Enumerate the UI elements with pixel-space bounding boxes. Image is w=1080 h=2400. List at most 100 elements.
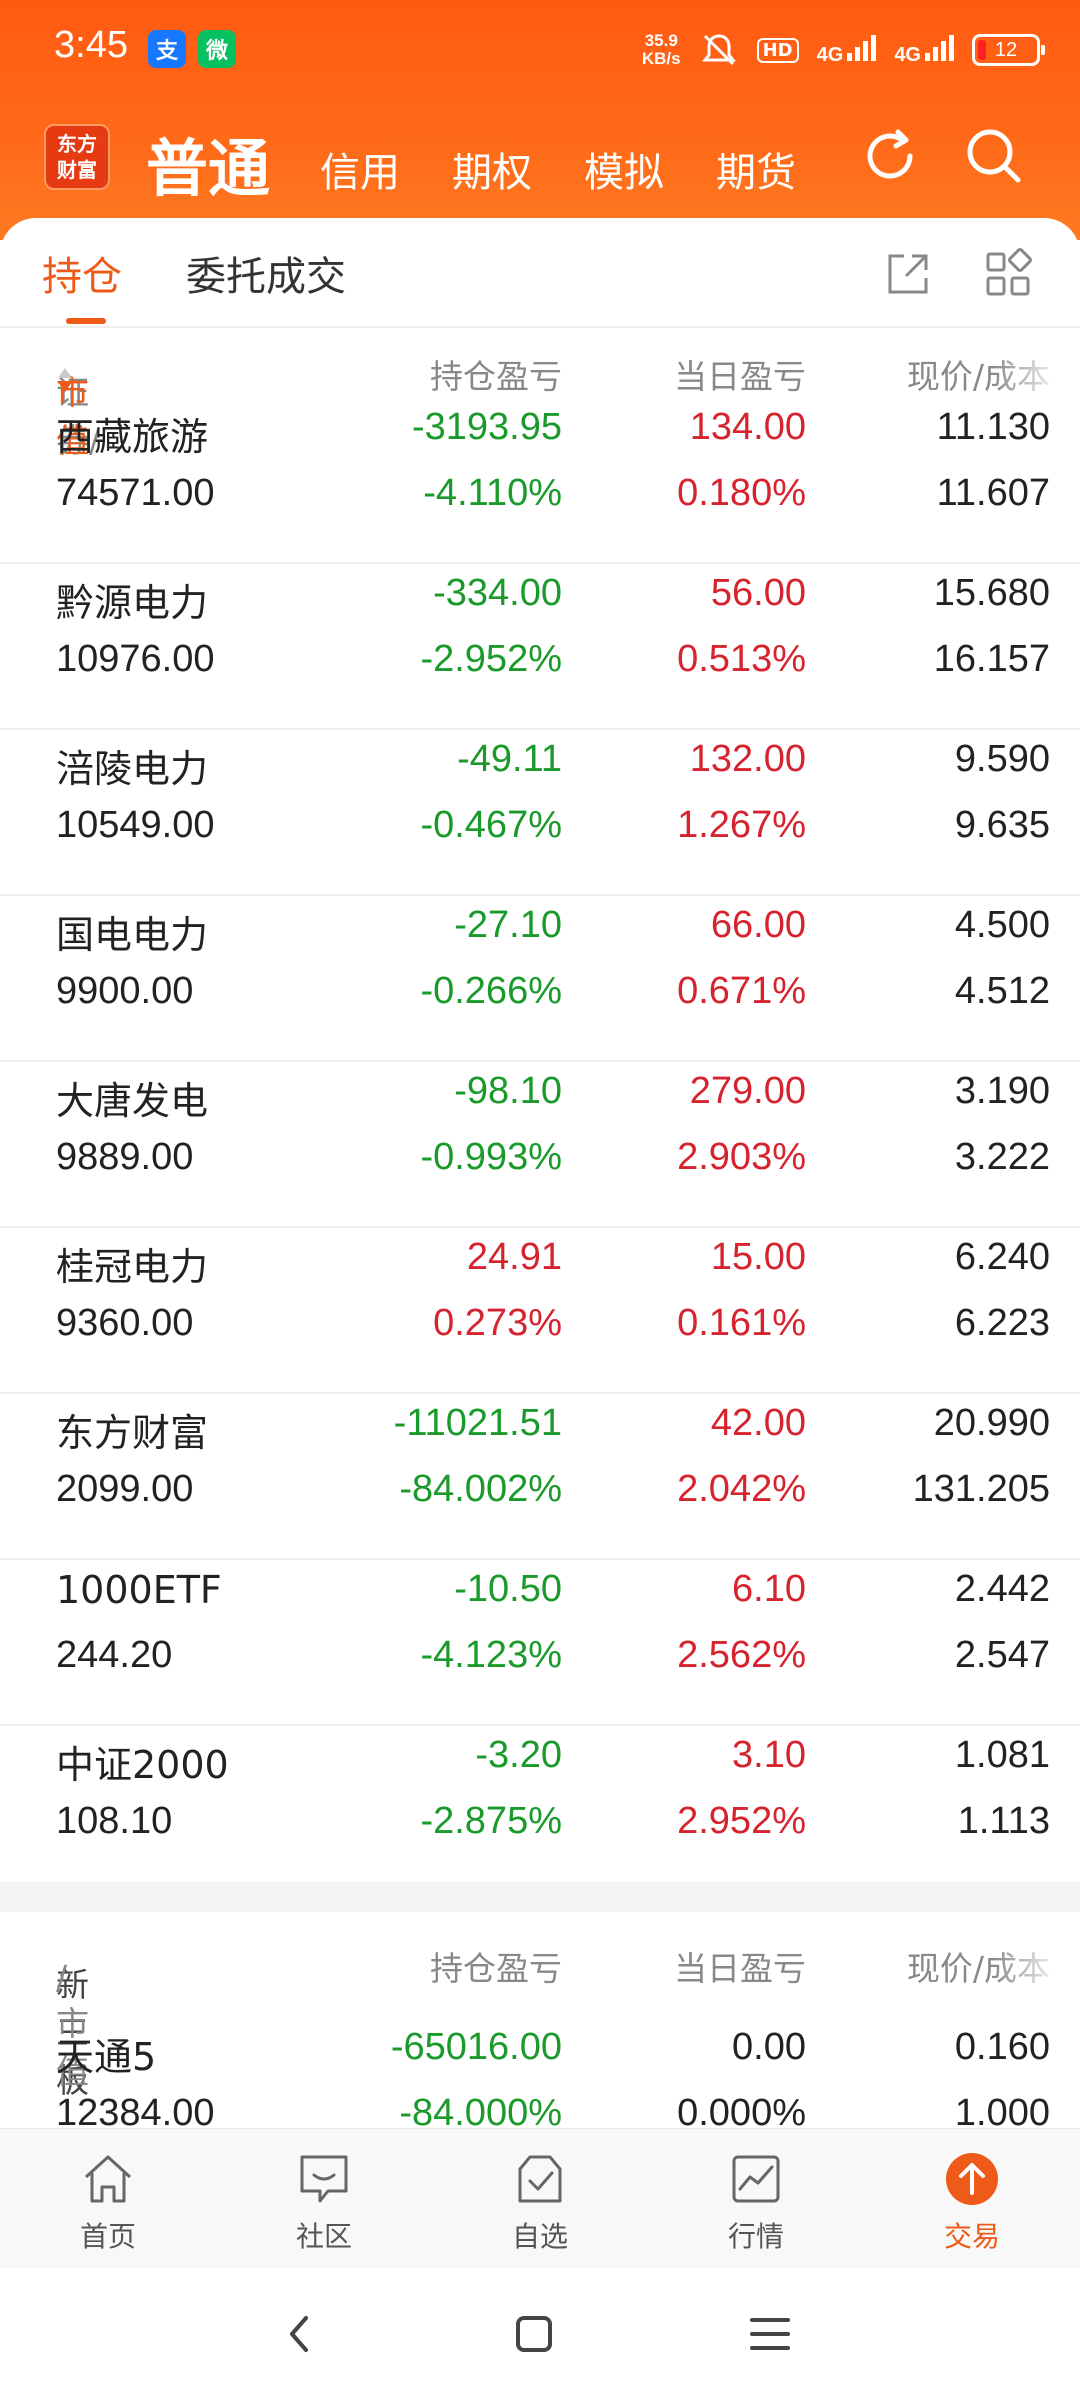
hd-badge: HD xyxy=(756,37,799,63)
day-pl: 6.10 xyxy=(732,1568,806,1610)
day-pl: 0.00 xyxy=(732,2026,806,2068)
market-value: 244.20 xyxy=(56,1634,173,1676)
battery-icon: 12 xyxy=(972,34,1045,66)
position-pl-pct: -0.467% xyxy=(420,804,562,846)
position-row[interactable]: 天通5 12384.00 -65016.00 -84.000% 0.00 0.000% 0.… xyxy=(0,2018,1080,2128)
network-speed: 35.9 KB/s xyxy=(641,31,681,68)
day-pl: 132.00 xyxy=(689,738,806,780)
stock-name: 黔源电力 xyxy=(56,581,209,625)
home-button-icon[interactable] xyxy=(504,2304,564,2364)
cost-price: 1.113 xyxy=(957,1800,1050,1842)
position-row[interactable]: 黔源电力 10976.00 -334.00 -2.952% 56.00 0.513% 15.… xyxy=(0,564,1080,730)
stock-name: 中证2000 xyxy=(56,1743,229,1787)
stock-name: 国电电力 xyxy=(56,913,209,957)
position-pl-pct: -4.123% xyxy=(420,1634,562,1676)
position-pl: 24.91 xyxy=(466,1236,562,1278)
header-day-pl[interactable]: 当日盈亏 xyxy=(674,357,806,396)
position-row[interactable]: 涪陵电力 10549.00 -49.11 -0.467% 132.00 1.267% 9.5… xyxy=(0,730,1080,896)
tab-positions[interactable]: 持仓 xyxy=(42,254,122,300)
position-pl-pct: 0.273% xyxy=(433,1302,562,1344)
tab-options[interactable]: 期权 xyxy=(452,150,532,196)
header-price-cost[interactable]: 现价/成本 xyxy=(907,350,1050,398)
day-pl-pct: 2.952% xyxy=(677,1800,806,1842)
neeq-header-position-pl[interactable]: 持仓盈亏 xyxy=(430,1949,562,1988)
top-nav: 东方 财富 普通 信用 期权 模拟 期货 xyxy=(0,110,1080,220)
signal-4g-2: 4G xyxy=(894,33,954,67)
tab-futures[interactable]: 期货 xyxy=(716,150,796,196)
current-price: 11.130 xyxy=(936,406,1050,448)
position-row[interactable]: 1000ETF 244.20 -10.50 -4.123% 6.10 2.562% 2.44… xyxy=(0,1560,1080,1726)
sub-tabs: 持仓 委托成交 xyxy=(0,218,1080,328)
sort-icon[interactable] xyxy=(58,366,72,396)
position-pl: -49.11 xyxy=(457,738,562,780)
position-pl-pct: -84.000% xyxy=(399,2092,562,2128)
day-pl-pct: 0.180% xyxy=(677,472,806,514)
market-value: 12384.00 xyxy=(56,2092,215,2128)
position-row[interactable]: 大唐发电 9889.00 -98.10 -0.993% 279.00 2.903% 3.19… xyxy=(0,1062,1080,1228)
home-icon xyxy=(84,2155,132,2203)
cost-price: 2.547 xyxy=(954,1634,1050,1676)
current-price: 15.680 xyxy=(933,572,1050,614)
current-price: 6.240 xyxy=(954,1236,1050,1278)
neeq-list: 天通5 12384.00 -65016.00 -84.000% 0.00 0.000% 0.… xyxy=(0,2018,1080,2128)
position-pl: -11021.51 xyxy=(393,1402,562,1444)
day-pl-pct: 2.903% xyxy=(677,1136,806,1178)
wechat-icon: 微 xyxy=(198,30,236,68)
market-value: 10976.00 xyxy=(56,638,215,680)
position-pl: -10.50 xyxy=(454,1568,562,1610)
signal-4g-1: 4G xyxy=(817,33,877,67)
position-row[interactable]: 中证2000 108.10 -3.20 -2.875% 3.10 2.952% 1.081 1… xyxy=(0,1726,1080,1892)
position-pl-pct: -84.002% xyxy=(399,1468,562,1510)
position-pl-pct: -0.993% xyxy=(420,1136,562,1178)
current-price: 20.990 xyxy=(933,1402,1050,1444)
position-pl: -65016.00 xyxy=(390,2026,562,2068)
tab-orders[interactable]: 委托成交 xyxy=(186,254,346,300)
tab-watchlist[interactable]: 自选 xyxy=(470,2149,610,2255)
neeq-header: 新三板/市值 持仓盈亏 当日盈亏 现价/成本 xyxy=(0,1926,1080,2100)
position-row[interactable]: 国电电力 9900.00 -27.10 -0.266% 66.00 0.671% 4.500… xyxy=(0,896,1080,1062)
header-position-pl[interactable]: 持仓盈亏 xyxy=(430,357,562,396)
menu-icon[interactable] xyxy=(740,2304,800,2364)
tab-simulated[interactable]: 模拟 xyxy=(584,150,664,196)
position-row[interactable]: 桂冠电力 9360.00 24.91 0.273% 15.00 0.161% 6.240 6.… xyxy=(0,1228,1080,1394)
tab-community[interactable]: 社区 xyxy=(254,2149,394,2255)
neeq-header-day-pl[interactable]: 当日盈亏 xyxy=(674,1949,806,1988)
position-pl: -98.10 xyxy=(454,1070,562,1112)
day-pl: 42.00 xyxy=(710,1402,806,1444)
tab-credit[interactable]: 信用 xyxy=(320,150,400,196)
market-value: 2099.00 xyxy=(56,1468,194,1510)
trade-icon xyxy=(946,2153,998,2205)
cost-price: 9.635 xyxy=(954,804,1050,846)
position-row[interactable]: 西藏旅游 74571.00 -3193.95 -4.110% 134.00 0.180% 1… xyxy=(0,398,1080,564)
tab-home[interactable]: 首页 xyxy=(38,2149,178,2255)
layout-icon[interactable] xyxy=(980,246,1036,302)
neeq-header-price-cost[interactable]: 现价/成本 xyxy=(907,1942,1050,1990)
tab-trade[interactable]: 交易 xyxy=(902,2149,1042,2255)
back-icon[interactable] xyxy=(270,2304,330,2364)
day-pl: 3.10 xyxy=(732,1734,806,1776)
tab-normal[interactable]: 普通 xyxy=(146,132,271,205)
cost-price: 11.607 xyxy=(936,472,1050,514)
current-price: 1.081 xyxy=(954,1734,1050,1776)
position-row[interactable]: 东方财富 2099.00 -11021.51 -84.002% 42.00 2.042% 2… xyxy=(0,1394,1080,1560)
share-icon[interactable] xyxy=(880,246,936,302)
day-pl: 56.00 xyxy=(710,572,806,614)
day-pl: 15.00 xyxy=(710,1236,806,1278)
section-divider xyxy=(0,1882,1080,1912)
stock-name: 1000ETF xyxy=(56,1568,222,1612)
refresh-icon[interactable] xyxy=(858,124,922,188)
position-pl: -27.10 xyxy=(454,904,562,946)
market-value: 9900.00 xyxy=(56,970,194,1012)
cost-price: 6.223 xyxy=(954,1302,1050,1344)
stock-name: 东方财富 xyxy=(56,1411,209,1455)
day-pl: 134.00 xyxy=(689,406,806,448)
position-pl: -334.00 xyxy=(433,572,562,614)
app-logo: 东方 财富 xyxy=(44,124,110,190)
search-icon[interactable] xyxy=(962,124,1026,188)
day-pl-pct: 0.671% xyxy=(677,970,806,1012)
tab-market[interactable]: 行情 xyxy=(686,2149,826,2255)
position-pl-pct: -4.110% xyxy=(423,472,562,514)
bottom-tab-bar: 首页 社区 自选 行情 交易 xyxy=(0,2128,1080,2268)
community-icon xyxy=(300,2155,348,2203)
day-pl-pct: 2.562% xyxy=(677,1634,806,1676)
